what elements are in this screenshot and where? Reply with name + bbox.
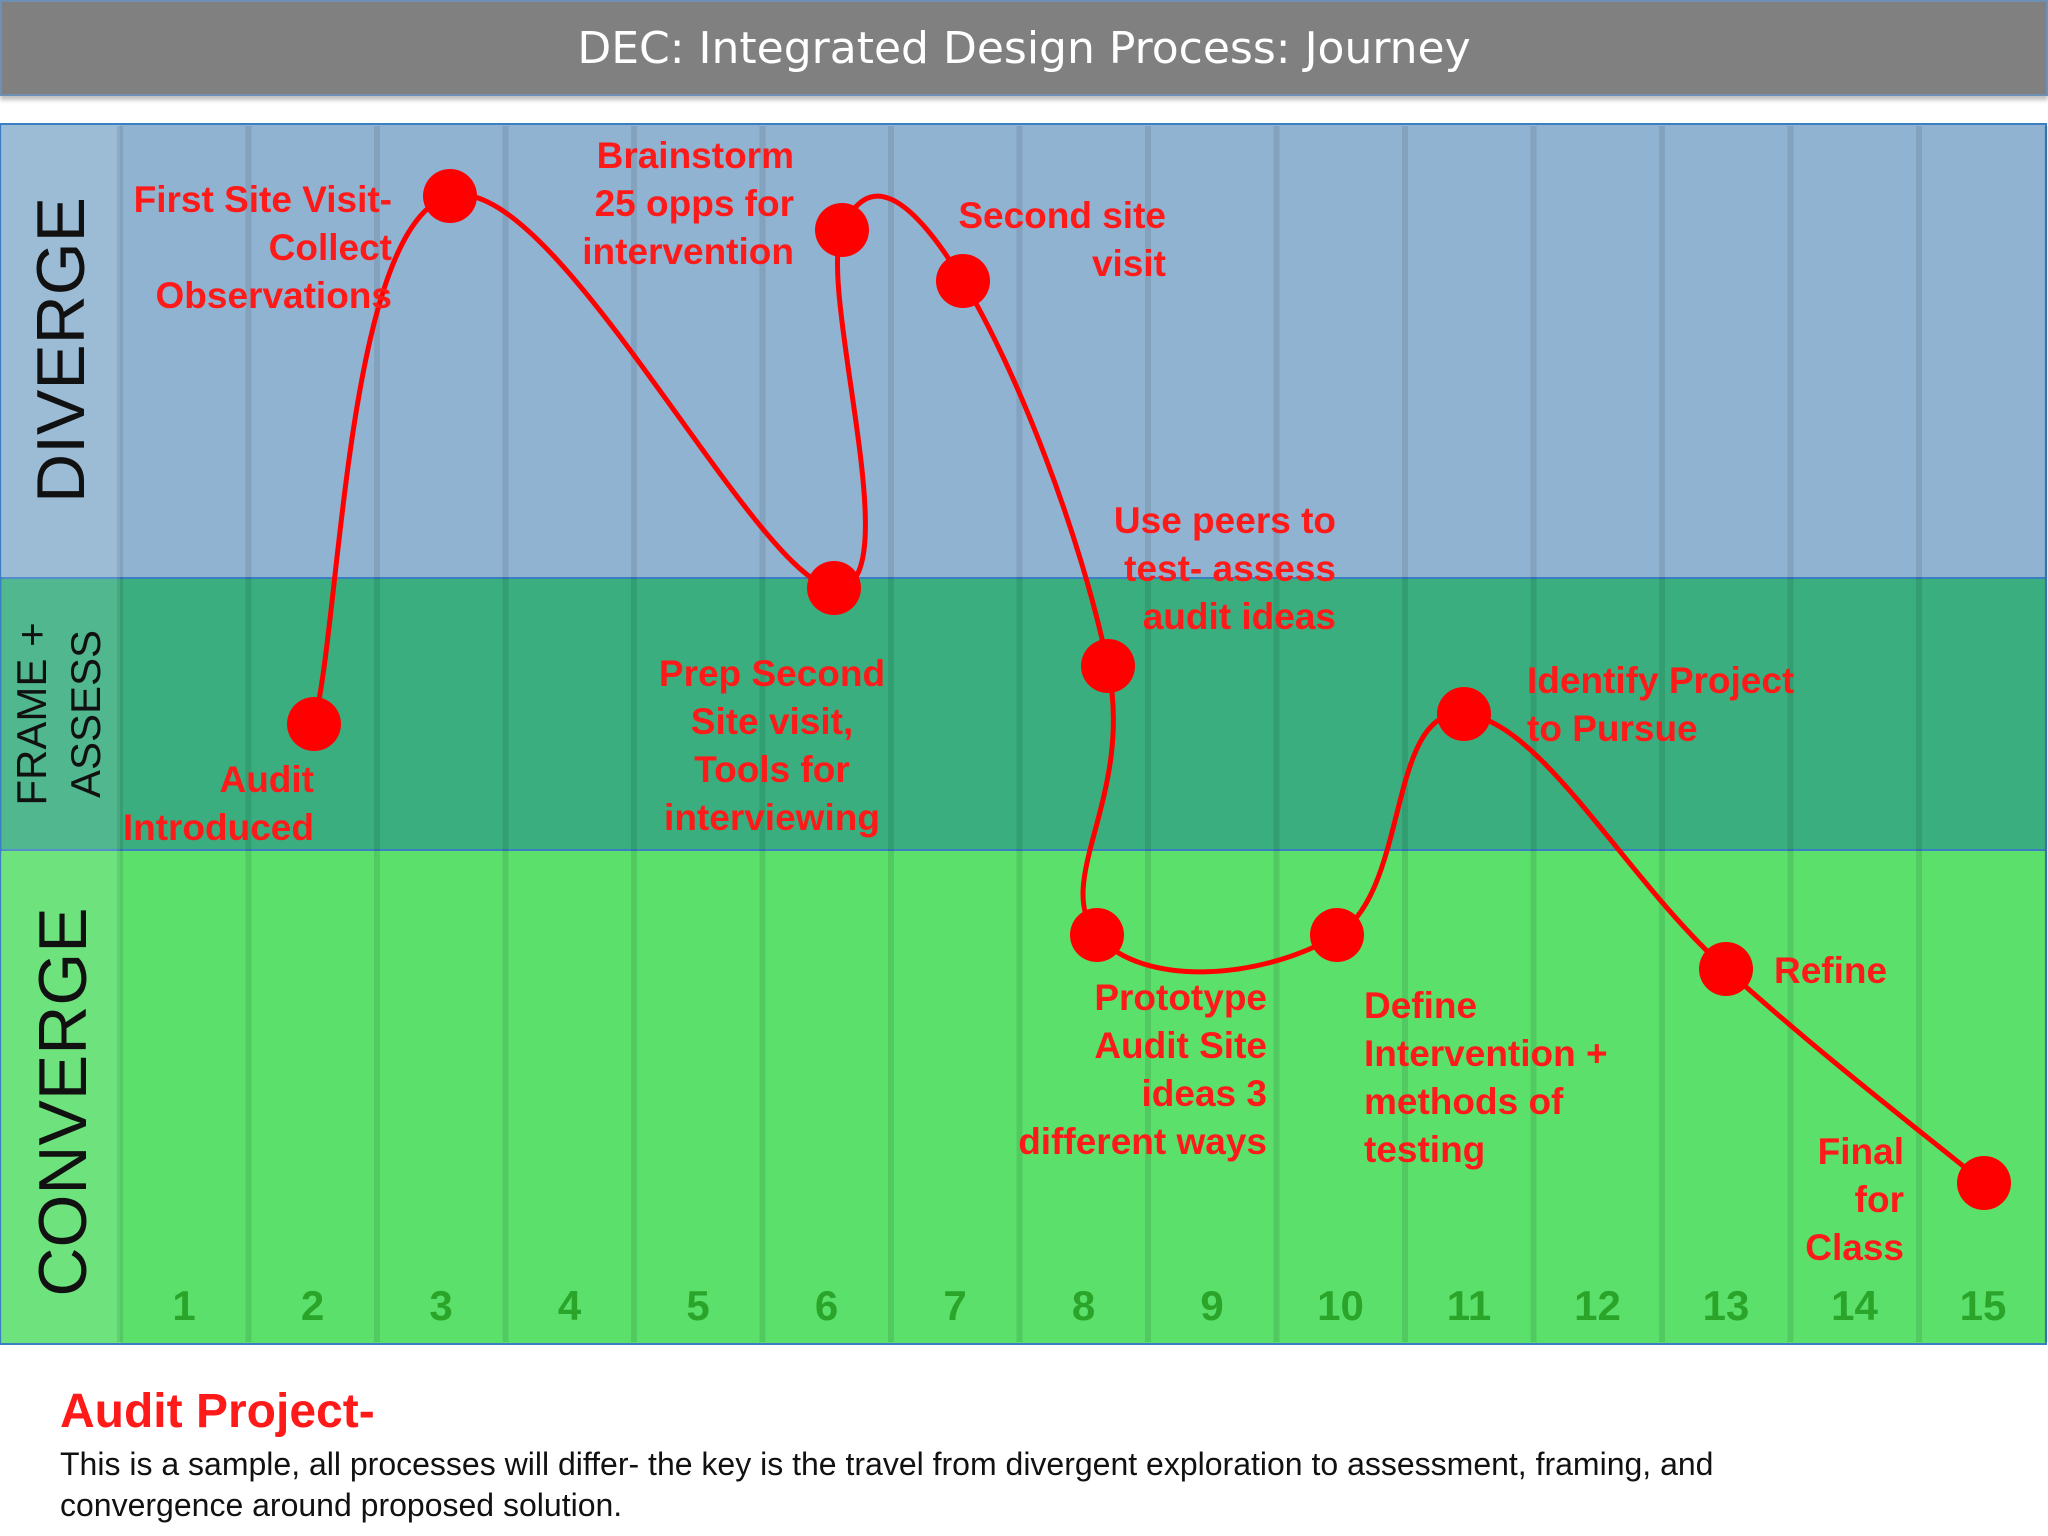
step-label: Use peers to test- assess audit ideas	[1114, 500, 1336, 637]
step-label-line: Brainstorm	[597, 135, 794, 176]
step-marker	[1957, 1156, 2011, 1210]
step-label-line: Audit	[219, 759, 314, 800]
step-markers	[287, 169, 2011, 1210]
footer-heading: Audit Project-	[60, 1385, 375, 1438]
step-label: Identify Project to Pursue	[1527, 660, 1794, 749]
step-label-line: Use peers to	[1114, 500, 1336, 541]
step-marker	[1699, 942, 1753, 996]
week-number: 9	[1200, 1282, 1223, 1329]
step-label-line: Tools for	[694, 749, 850, 790]
step-label-line: audit ideas	[1143, 596, 1336, 637]
step-label: Prep Second Site visit, Tools for interview…	[659, 653, 885, 838]
week-number: 12	[1574, 1282, 1621, 1329]
step-label-line: for	[1855, 1179, 1904, 1220]
step-label-line: visit	[1092, 243, 1166, 284]
step-marker	[815, 203, 869, 257]
diverge-label: DIVERGE	[23, 197, 99, 503]
week-number: 8	[1072, 1282, 1095, 1329]
step-label-line: Intervention +	[1364, 1033, 1608, 1074]
week-number: 15	[1960, 1282, 2007, 1329]
page-title: DEC: Integrated Design Process: Journey	[0, 0, 2048, 96]
step-marker	[1081, 639, 1135, 693]
step-label: Audit Introduced	[123, 759, 314, 848]
step-label-line: to Pursue	[1527, 708, 1698, 749]
step-marker	[936, 254, 990, 308]
week-number: 6	[815, 1282, 838, 1329]
journey-path	[311, 192, 1987, 1186]
week-number: 14	[1831, 1282, 1878, 1329]
step-label-line: First Site Visit-	[134, 179, 392, 220]
week-number: 13	[1703, 1282, 1750, 1329]
step-label-line: Observations	[156, 275, 392, 316]
step-label-line: Site visit,	[691, 701, 853, 742]
step-label: Prototype Audit Site ideas 3 different ways	[1018, 977, 1267, 1162]
step-label-line: Final	[1818, 1131, 1904, 1172]
week-number: 11	[1447, 1282, 1491, 1329]
step-label-line: Class	[1805, 1227, 1904, 1268]
step-marker	[423, 169, 477, 223]
step-label: Define Intervention + methods of testing	[1364, 985, 1608, 1170]
week-number: 4	[558, 1282, 582, 1329]
step-label-line: 25 opps for	[595, 183, 794, 224]
week-number: 5	[686, 1282, 709, 1329]
converge-band	[0, 849, 2047, 1345]
week-number: 2	[301, 1282, 324, 1329]
footer-description: This is a sample, all processes will dif…	[60, 1446, 1714, 1523]
step-marker	[807, 561, 861, 615]
band-label-column	[2, 125, 120, 1343]
week-axis: 1 2 3 4 5 6 7 8 9 10 11 12 13 14 15	[172, 1282, 2006, 1329]
step-label-line: intervention	[582, 231, 794, 272]
step-label: Refine	[1774, 950, 1887, 991]
step-label: Brainstorm 25 opps for intervention	[582, 135, 794, 272]
step-label: Final for Class	[1805, 1131, 1904, 1268]
step-marker	[1437, 687, 1491, 741]
step-label-line: different ways	[1018, 1121, 1267, 1162]
step-label: Second site visit	[958, 195, 1166, 284]
step-label-line: methods of	[1364, 1081, 1564, 1122]
week-number: 7	[943, 1282, 966, 1329]
step-label-line: ideas 3	[1142, 1073, 1267, 1114]
step-label-line: Collect	[269, 227, 392, 268]
step-marker	[1070, 908, 1124, 962]
week-number: 3	[429, 1282, 452, 1329]
step-label-line: Prototype	[1094, 977, 1267, 1018]
frame-label-line2: ASSESS	[62, 630, 109, 798]
step-label-line: Identify Project	[1527, 660, 1794, 701]
week-number: 10	[1317, 1282, 1364, 1329]
step-label-line: interviewing	[664, 797, 880, 838]
step-label-line: Second site	[958, 195, 1166, 236]
step-label-line: testing	[1364, 1129, 1485, 1170]
step-marker	[287, 697, 341, 751]
step-label-line: Define	[1364, 985, 1477, 1026]
step-marker	[1310, 908, 1364, 962]
step-label-line: Refine	[1774, 950, 1887, 991]
frame-assess-band	[0, 577, 2047, 851]
step-label-line: Audit Site	[1094, 1025, 1267, 1066]
converge-label: CONVERGE	[25, 907, 101, 1296]
step-label: First Site Visit- Collect Observations	[134, 179, 392, 316]
week-number: 1	[172, 1282, 195, 1329]
step-label-line: test- assess	[1124, 548, 1336, 589]
step-label-line: Introduced	[123, 807, 314, 848]
frame-label-line1: FRAME +	[8, 622, 55, 805]
step-labels: Audit Introduced First Site Visit- Collect O…	[123, 135, 1904, 1268]
step-label-line: Prep Second	[659, 653, 885, 694]
